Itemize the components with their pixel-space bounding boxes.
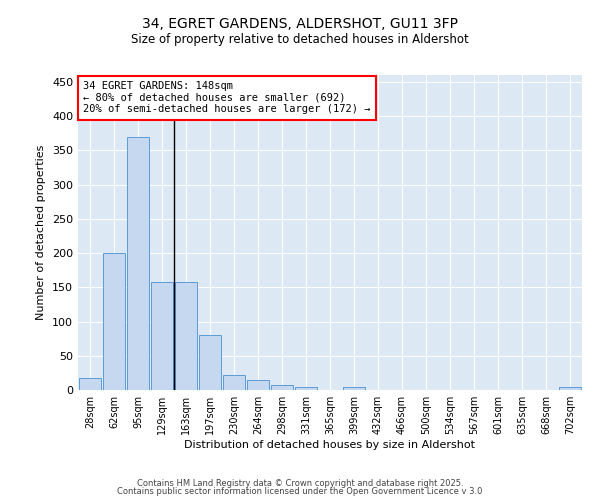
Bar [103, 253, 125, 390]
Text: Contains HM Land Registry data © Crown copyright and database right 2025.: Contains HM Land Registry data © Crown c… [137, 478, 463, 488]
Text: 34, EGRET GARDENS, ALDERSHOT, GU11 3FP: 34, EGRET GARDENS, ALDERSHOT, GU11 3FP [142, 18, 458, 32]
Text: 34 EGRET GARDENS: 148sqm
← 80% of detached houses are smaller (692)
20% of semi-: 34 EGRET GARDENS: 148sqm ← 80% of detach… [83, 82, 371, 114]
Bar [223, 375, 245, 390]
Bar [175, 282, 197, 390]
Bar [199, 335, 221, 390]
X-axis label: Distribution of detached houses by size in Aldershot: Distribution of detached houses by size … [185, 440, 476, 450]
Y-axis label: Number of detached properties: Number of detached properties [37, 145, 46, 320]
Bar [247, 380, 269, 390]
Text: Size of property relative to detached houses in Aldershot: Size of property relative to detached ho… [131, 32, 469, 46]
Bar [79, 378, 101, 390]
Bar [559, 388, 581, 390]
Bar [151, 282, 173, 390]
Bar [127, 136, 149, 390]
Bar [343, 386, 365, 390]
Bar [271, 385, 293, 390]
Bar [295, 388, 317, 390]
Text: Contains public sector information licensed under the Open Government Licence v : Contains public sector information licen… [118, 487, 482, 496]
